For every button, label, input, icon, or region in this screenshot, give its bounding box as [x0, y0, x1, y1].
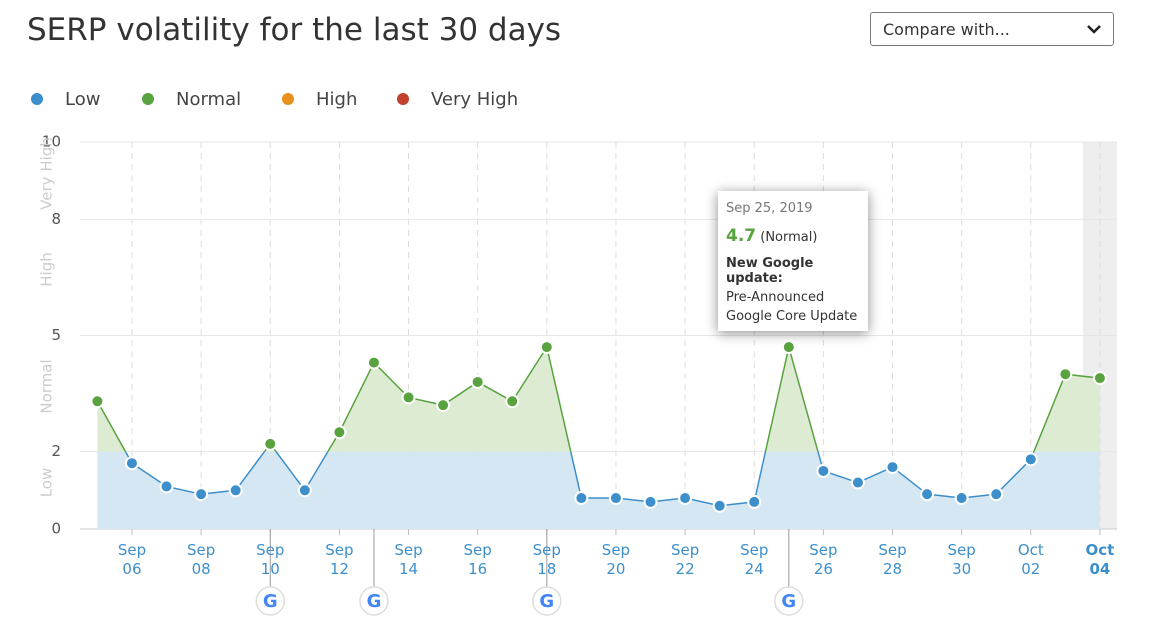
x-tick-label: Oct 02 — [1017, 541, 1044, 578]
point — [1092, 371, 1107, 386]
x-tick-label: Sep 12 — [325, 541, 354, 578]
tooltip-date: Sep 25, 2019 — [726, 201, 813, 216]
point — [401, 390, 416, 405]
legend-label: Very High — [431, 89, 518, 110]
x-tick-label: Sep 18 — [532, 541, 561, 578]
y-tick-label: 8 — [51, 210, 61, 228]
point — [678, 491, 693, 506]
point — [781, 340, 796, 355]
point — [90, 394, 105, 409]
tooltip-value: 4.7 — [726, 226, 757, 246]
google-update-icon: G — [539, 591, 554, 612]
point — [470, 374, 485, 389]
x-tick-label: Sep 30 — [947, 541, 976, 578]
tooltip: Sep 25, 2019 4.7 (Normal) New Google upd… — [718, 191, 868, 331]
x-tick-label: Sep 20 — [601, 541, 631, 578]
tooltip-line: Google Core Update — [726, 309, 858, 324]
point — [1023, 452, 1038, 467]
x-tick-label: Sep 28 — [878, 541, 907, 578]
band-label: Very High — [37, 136, 56, 210]
area — [97, 347, 1100, 452]
google-update-icon: G — [367, 591, 382, 612]
google-update-badge — [255, 586, 285, 616]
y-tick-label: 2 — [51, 442, 61, 460]
point — [850, 475, 865, 490]
google-update-badge — [532, 586, 562, 616]
point — [194, 487, 209, 502]
legend-marker — [397, 93, 409, 105]
compare-label: Compare with... — [883, 20, 1010, 39]
google-update-icon: G — [263, 591, 278, 612]
tooltip-level: (Normal) — [760, 230, 818, 245]
tooltip-heading: New Google update: — [726, 256, 814, 286]
title: SERP volatility for the last 30 days — [27, 12, 562, 48]
point — [436, 398, 451, 413]
compare-dropdown[interactable]: Compare with... — [870, 12, 1114, 46]
point — [643, 494, 658, 509]
point — [816, 463, 831, 478]
point — [228, 483, 243, 498]
legend-marker — [282, 93, 294, 105]
chevron — [1087, 25, 1101, 34]
y-tick-label: 0 — [51, 520, 61, 538]
x-tick-label: Sep 22 — [670, 541, 700, 578]
point — [954, 491, 969, 506]
google-update-badge — [359, 586, 389, 616]
point — [712, 498, 727, 513]
legend-marker — [142, 93, 154, 105]
google-update-icon: G — [781, 591, 796, 612]
x-tick-label: Sep 24 — [740, 541, 769, 578]
point — [297, 483, 312, 498]
legend-label: Normal — [176, 89, 241, 110]
point — [574, 491, 589, 506]
point — [505, 394, 520, 409]
band-label: Low — [37, 468, 56, 498]
x-tick-label: Sep 26 — [809, 541, 838, 578]
area — [97, 451, 1100, 529]
band-label: High — [37, 252, 56, 288]
x-tick-label: Oct 04 — [1085, 541, 1115, 578]
point — [539, 340, 554, 355]
y-tick-label: 5 — [51, 326, 61, 344]
point — [608, 491, 623, 506]
band-label: Normal — [37, 358, 56, 414]
point — [366, 355, 381, 370]
point — [124, 456, 139, 471]
point — [920, 487, 935, 502]
legend-label: Low — [65, 89, 100, 110]
legend-marker — [31, 93, 43, 105]
point — [332, 425, 347, 440]
x-tick-label: Sep 16 — [463, 541, 492, 578]
y-tick-label: 10 — [42, 133, 61, 151]
point — [159, 479, 174, 494]
legend-label: High — [316, 89, 357, 110]
point — [263, 436, 278, 451]
point — [1058, 367, 1073, 382]
x-tick-label: Sep 14 — [394, 541, 423, 578]
google-update-badge — [774, 586, 804, 616]
point — [989, 487, 1004, 502]
x-tick-label: Sep 10 — [256, 541, 285, 578]
point — [747, 494, 762, 509]
point — [885, 460, 900, 475]
tooltip-line: Pre-Announced — [726, 290, 825, 305]
x-tick-label: Sep 08 — [186, 541, 216, 578]
x-tick-label: Sep 06 — [117, 541, 147, 578]
